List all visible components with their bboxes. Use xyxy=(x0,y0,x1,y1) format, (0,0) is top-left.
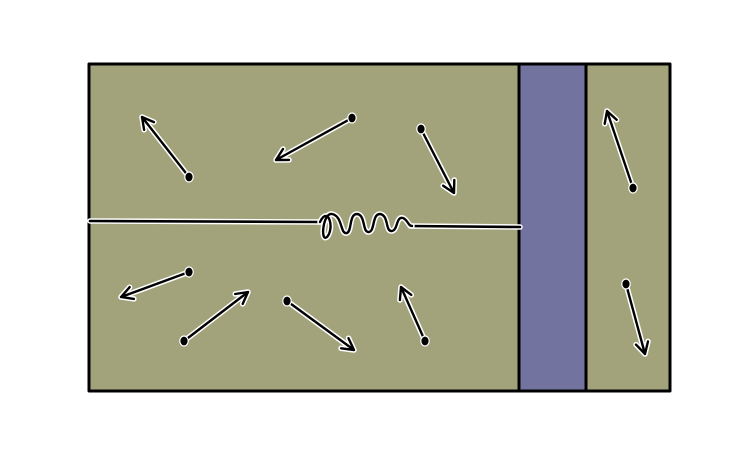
particle-dot xyxy=(184,171,194,183)
right-chamber xyxy=(586,64,670,391)
particle-arrow xyxy=(273,112,357,163)
velocity-arrow xyxy=(624,282,650,356)
particle-arrow xyxy=(118,266,194,302)
particle-arrow xyxy=(397,284,430,347)
particle-dot xyxy=(347,112,357,124)
particle-arrow xyxy=(139,114,194,183)
particle-arrow xyxy=(416,123,458,196)
particle-arrow xyxy=(179,289,251,347)
particle-dot xyxy=(179,335,189,347)
container-outline xyxy=(87,62,672,393)
connecting-rod xyxy=(87,218,523,230)
particle-dot xyxy=(628,182,638,194)
velocity-arrow xyxy=(182,290,250,343)
velocity-arrow xyxy=(274,116,354,162)
velocity-arrow xyxy=(285,299,356,352)
velocity-arrow xyxy=(419,127,456,195)
spring xyxy=(317,211,415,241)
particle-dot xyxy=(420,335,430,347)
velocity-arrow xyxy=(140,115,191,179)
piston xyxy=(519,64,586,391)
gas-particles xyxy=(118,108,651,357)
particle-arrow xyxy=(601,108,638,194)
particle-dot xyxy=(621,278,631,290)
velocity-arrow xyxy=(398,285,427,343)
velocity-arrow xyxy=(603,109,635,190)
particle-dot xyxy=(416,123,426,135)
particle-dot xyxy=(184,266,194,278)
particle-dot xyxy=(282,295,292,307)
velocity-arrow xyxy=(119,270,191,301)
particle-arrow xyxy=(621,278,651,357)
particle-arrow xyxy=(282,295,357,353)
